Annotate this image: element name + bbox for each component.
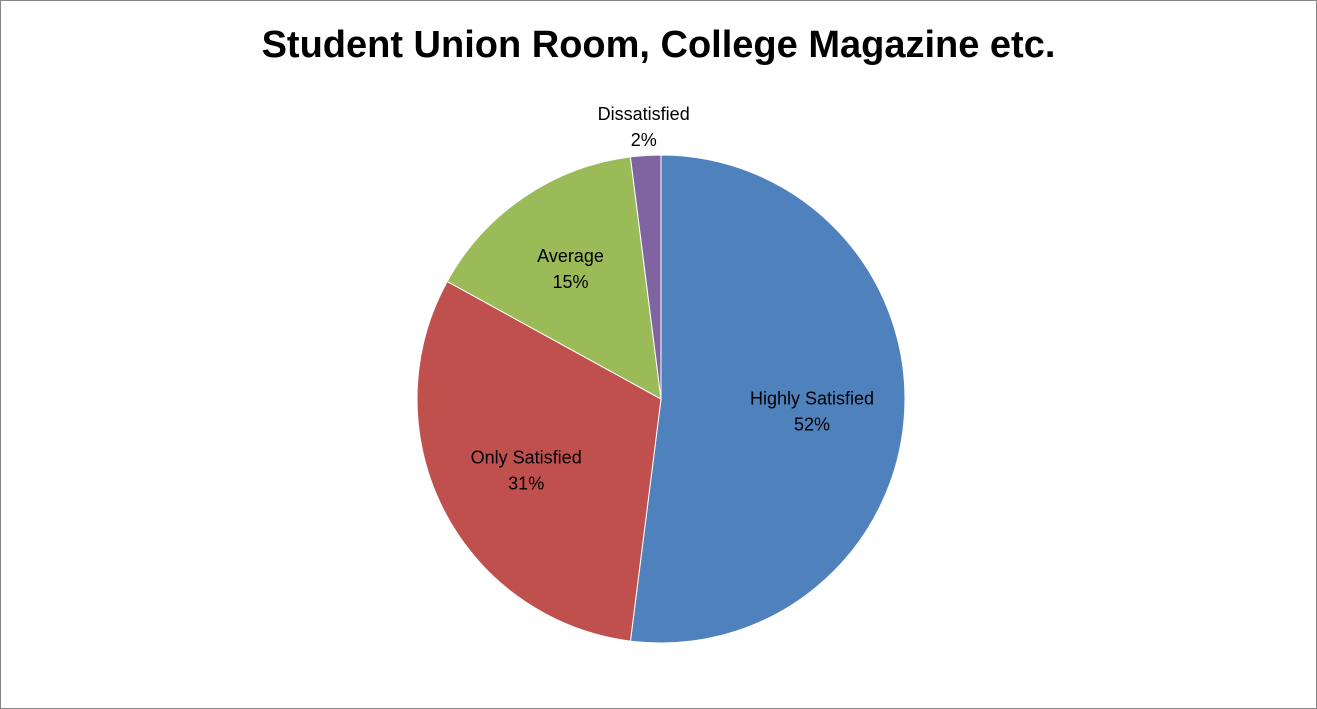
slice-category-label: Highly Satisfied bbox=[750, 389, 874, 409]
slice-value-label: 2% bbox=[631, 130, 657, 150]
pie-slice-only-satisfied bbox=[416, 280, 662, 642]
chart-title: Student Union Room, College Magazine etc… bbox=[261, 24, 1056, 66]
slice-category-label: Average bbox=[537, 246, 604, 266]
slice-value-label: 15% bbox=[552, 272, 588, 292]
slice-value-label: 31% bbox=[508, 474, 544, 494]
pie-slice-highly-satisfied bbox=[629, 154, 906, 644]
slice-category-label: Only Satisfied bbox=[471, 448, 582, 468]
pie-slice-dissatisfied bbox=[629, 154, 662, 400]
slice-value-label: 52% bbox=[794, 415, 830, 435]
slice-category-label: Dissatisfied bbox=[598, 104, 690, 124]
pie-slices bbox=[416, 154, 906, 644]
pie-slice-average bbox=[446, 156, 662, 400]
pie-labels: Highly Satisfied 52% Only Satisfied 31% Aver… bbox=[471, 104, 874, 494]
